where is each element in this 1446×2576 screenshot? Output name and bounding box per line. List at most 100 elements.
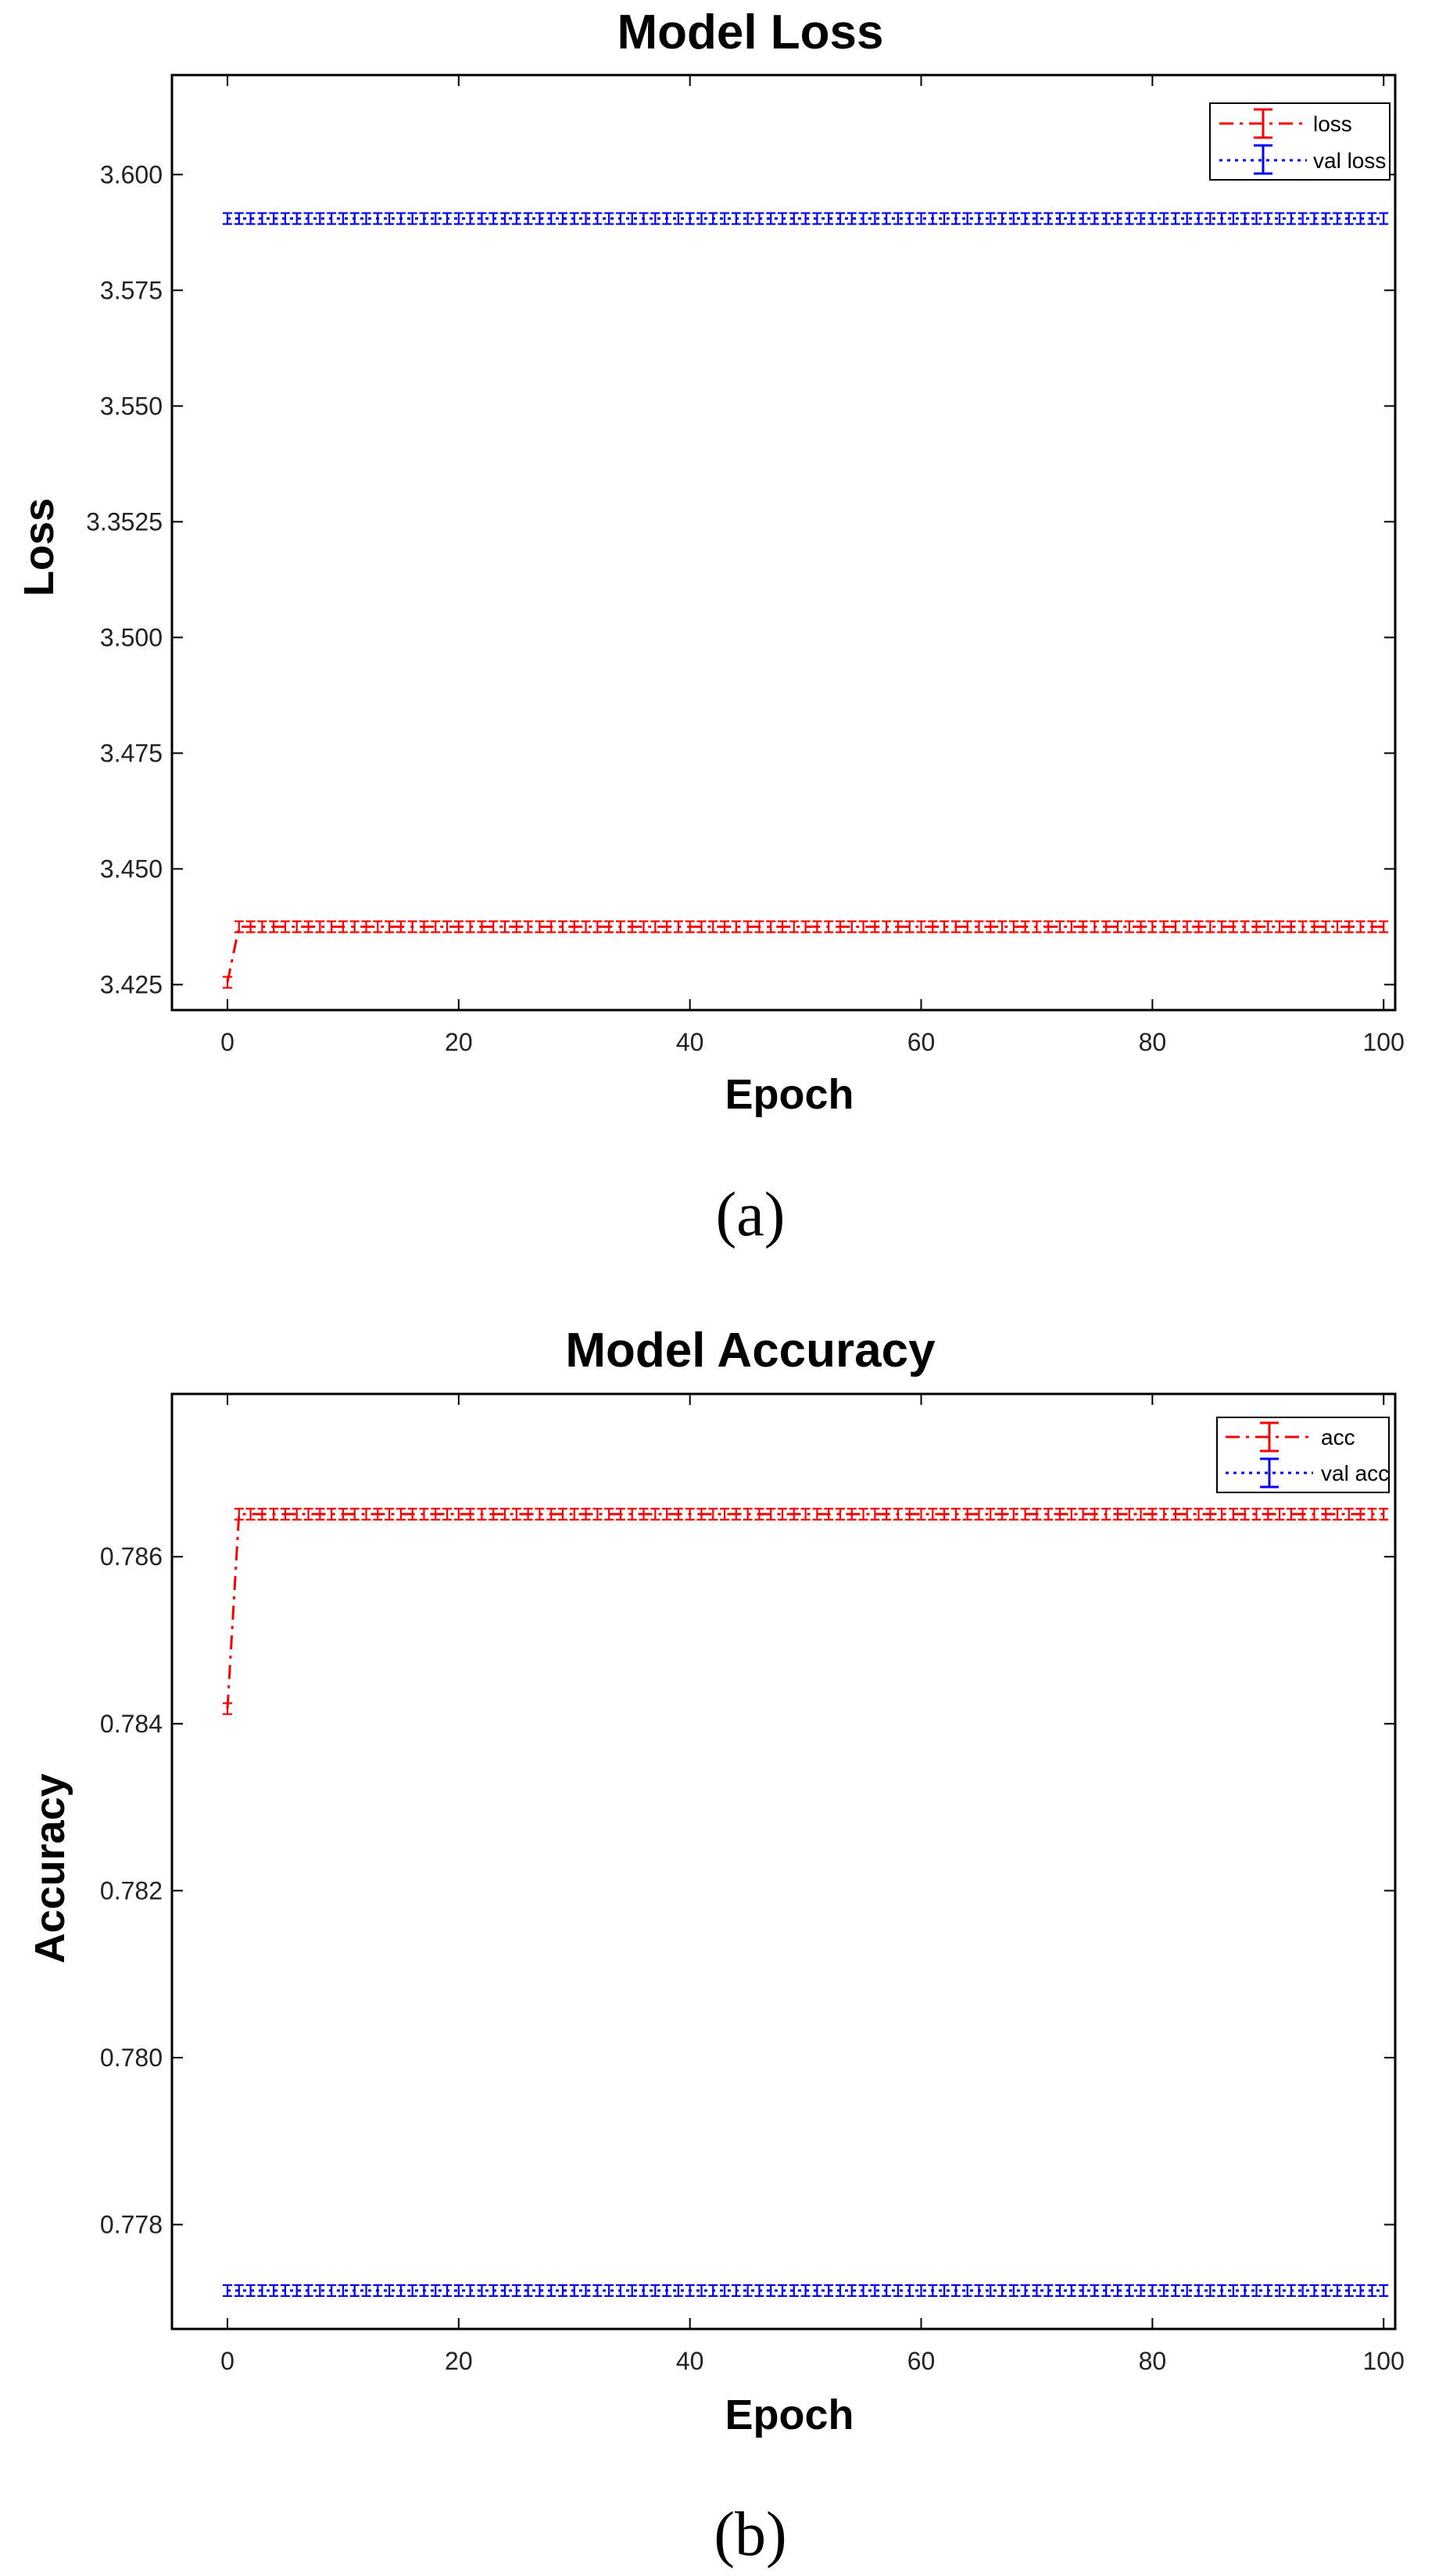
- loss-data-point-loss: [743, 920, 753, 933]
- loss-data-point-loss: [846, 920, 857, 933]
- loss-data-point-loss: [986, 920, 996, 933]
- acc-data-point-val-acc: [997, 2284, 1008, 2297]
- acc-data-point-acc: [223, 1702, 233, 1715]
- loss-data-point-loss: [1066, 920, 1076, 933]
- loss-data-point-val-loss: [1228, 212, 1238, 225]
- loss-data-point-val-loss: [1309, 212, 1319, 225]
- acc-data-point-val-acc: [1147, 2284, 1158, 2297]
- loss-data-point-val-loss: [523, 212, 533, 225]
- loss-data-point-val-loss: [731, 212, 741, 225]
- acc-data-point-val-acc: [1136, 2284, 1146, 2297]
- loss-data-point-val-loss: [1275, 212, 1285, 225]
- acc-x-tick-label: 40: [676, 2347, 704, 2375]
- loss-series-line-loss: [226, 925, 1384, 983]
- loss-data-point-loss: [245, 920, 256, 933]
- acc-x-tick-label: 0: [220, 2347, 234, 2375]
- acc-data-point-acc: [962, 1507, 972, 1521]
- loss-data-point-val-loss: [535, 212, 545, 225]
- loss-data-point-loss: [523, 920, 533, 933]
- loss-data-point-val-loss: [592, 212, 603, 225]
- loss-data-point-loss: [1286, 920, 1296, 933]
- loss-data-point-val-loss: [1263, 212, 1273, 225]
- acc-data-point-acc: [349, 1507, 360, 1521]
- loss-data-point-val-loss: [349, 212, 360, 225]
- loss-data-point-val-loss: [1112, 212, 1122, 225]
- loss-data-point-loss: [812, 920, 822, 933]
- acc-data-point-val-acc: [950, 2284, 961, 2297]
- loss-data-point-loss: [1078, 920, 1088, 933]
- loss-data-point-loss: [1159, 920, 1169, 933]
- acc-data-point-val-acc: [1344, 2284, 1354, 2297]
- loss-data-point-loss: [1333, 920, 1343, 933]
- loss-data-point-loss: [349, 920, 360, 933]
- loss-data-point-val-loss: [245, 212, 256, 225]
- loss-data-point-loss: [789, 920, 799, 933]
- acc-data-point-val-acc: [500, 2284, 510, 2297]
- loss-data-point-val-loss: [292, 212, 302, 225]
- acc-data-point-acc: [523, 1507, 533, 1521]
- acc-data-point-val-acc: [535, 2284, 545, 2297]
- loss-data-point-val-loss: [361, 212, 371, 225]
- loss-data-point-loss: [442, 920, 453, 933]
- acc-y-tick-label: 0.780: [100, 2044, 163, 2072]
- acc-data-point-acc: [627, 1507, 637, 1521]
- loss-data-point-val-loss: [234, 212, 244, 225]
- acc-data-point-val-acc: [234, 2284, 244, 2297]
- acc-data-point-acc: [708, 1507, 718, 1521]
- acc-data-point-val-acc: [1043, 2284, 1054, 2297]
- acc-data-point-acc: [569, 1507, 579, 1521]
- acc-data-point-acc: [234, 1507, 244, 1521]
- acc-data-point-acc: [315, 1507, 325, 1521]
- acc-data-point-acc: [500, 1507, 510, 1521]
- acc-data-point-val-acc: [824, 2284, 834, 2297]
- acc-data-point-val-acc: [581, 2284, 591, 2297]
- acc-data-point-val-acc: [349, 2284, 360, 2297]
- loss-data-point-loss: [373, 920, 383, 933]
- acc-data-point-acc: [696, 1507, 707, 1521]
- loss-data-point-loss: [269, 920, 279, 933]
- acc-y-tick-label: 0.782: [100, 1876, 163, 1904]
- acc-data-point-acc: [1147, 1507, 1158, 1521]
- acc-x-tick-label: 100: [1363, 2347, 1405, 2375]
- loss-data-point-val-loss: [940, 212, 950, 225]
- loss-y-tick-label: 3.425: [100, 970, 163, 998]
- acc-data-point-val-acc: [1275, 2284, 1285, 2297]
- loss-data-point-loss: [1344, 920, 1354, 933]
- loss-data-point-loss: [1170, 920, 1180, 933]
- loss-data-point-loss: [465, 920, 475, 933]
- acc-data-point-val-acc: [1078, 2284, 1088, 2297]
- loss-data-point-loss: [685, 920, 695, 933]
- acc-data-point-acc: [1182, 1507, 1192, 1521]
- loss-data-point-loss: [557, 920, 567, 933]
- acc-data-point-acc: [789, 1507, 799, 1521]
- acc-data-point-acc: [766, 1507, 776, 1521]
- acc-data-point-acc: [477, 1507, 487, 1521]
- loss-data-point-val-loss: [569, 212, 579, 225]
- loss-data-point-val-loss: [685, 212, 695, 225]
- loss-data-point-loss: [940, 920, 950, 933]
- acc-data-point-acc: [743, 1507, 753, 1521]
- loss-data-point-loss: [315, 920, 325, 933]
- acc-data-point-acc: [489, 1507, 499, 1521]
- loss-data-point-val-loss: [778, 212, 788, 225]
- acc-data-point-val-acc: [569, 2284, 579, 2297]
- loss-plot-area: [170, 73, 1397, 1012]
- loss-series-group: [223, 212, 1389, 989]
- loss-data-point-loss: [870, 920, 880, 933]
- loss-data-point-val-loss: [557, 212, 567, 225]
- accuracy-plot-area: [170, 1392, 1397, 2331]
- loss-data-point-val-loss: [511, 212, 521, 225]
- loss-data-point-loss: [916, 920, 926, 933]
- acc-data-point-val-acc: [1090, 2284, 1100, 2297]
- loss-data-point-val-loss: [858, 212, 868, 225]
- loss-data-point-loss: [361, 920, 371, 933]
- loss-x-axis: 0 20 40 60 80 100: [220, 75, 1405, 1056]
- acc-data-point-acc: [1194, 1507, 1204, 1521]
- loss-data-point-val-loss: [431, 212, 441, 225]
- acc-y-tick-label: 0.778: [100, 2211, 163, 2239]
- loss-data-point-loss: [928, 920, 938, 933]
- loss-y-tick-label: 3.3525: [86, 507, 163, 536]
- loss-data-point-val-loss: [269, 212, 279, 225]
- acc-data-point-acc: [778, 1507, 788, 1521]
- loss-data-point-val-loss: [385, 212, 395, 225]
